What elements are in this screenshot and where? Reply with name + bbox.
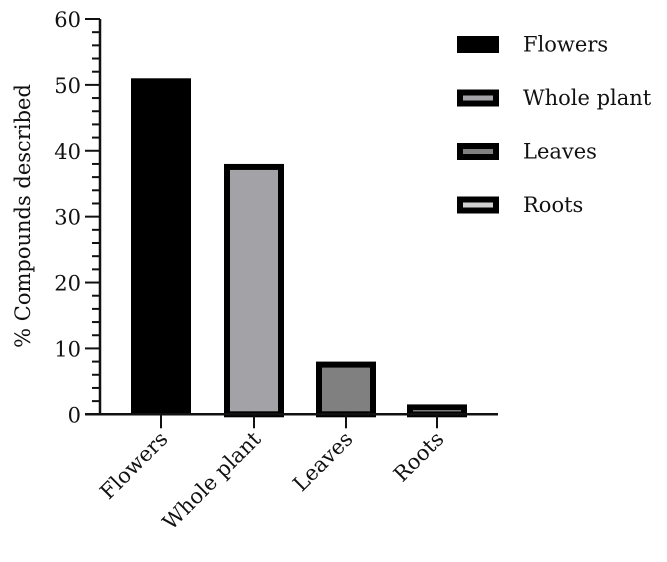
y-axis: 0 10 20 30 40 50 60 (54, 8, 102, 427)
legend-label: Leaves (523, 140, 597, 164)
bar-whole-plant (224, 163, 284, 418)
y-axis-label: % Compounds described (11, 84, 35, 348)
y-tick-label: 10 (54, 337, 81, 361)
legend: Flowers Whole plant Leaves Roots (457, 33, 652, 217)
bar-flowers (131, 78, 191, 415)
legend-swatch (457, 89, 499, 107)
y-tick-label: 50 (54, 74, 81, 98)
y-tick-label: 20 (54, 272, 81, 296)
legend-swatch (457, 143, 499, 160)
legend-label: Whole plant (523, 86, 652, 110)
x-tick-label: Whole plant (158, 426, 266, 534)
legend-swatch (457, 36, 499, 53)
x-tick-label: Leaves (288, 427, 357, 496)
bar-leaves (316, 361, 376, 418)
bars (131, 78, 467, 418)
y-tick-label: 60 (54, 8, 81, 32)
legend-label: Flowers (523, 33, 608, 57)
legend-swatch (457, 196, 499, 214)
y-tick-label: 0 (68, 403, 81, 427)
y-tick-label: 40 (54, 140, 81, 164)
x-tick-label: Flowers (95, 427, 172, 504)
y-tick-label: 30 (54, 206, 81, 230)
x-tick-label: Roots (389, 427, 449, 487)
legend-label: Roots (523, 193, 583, 217)
